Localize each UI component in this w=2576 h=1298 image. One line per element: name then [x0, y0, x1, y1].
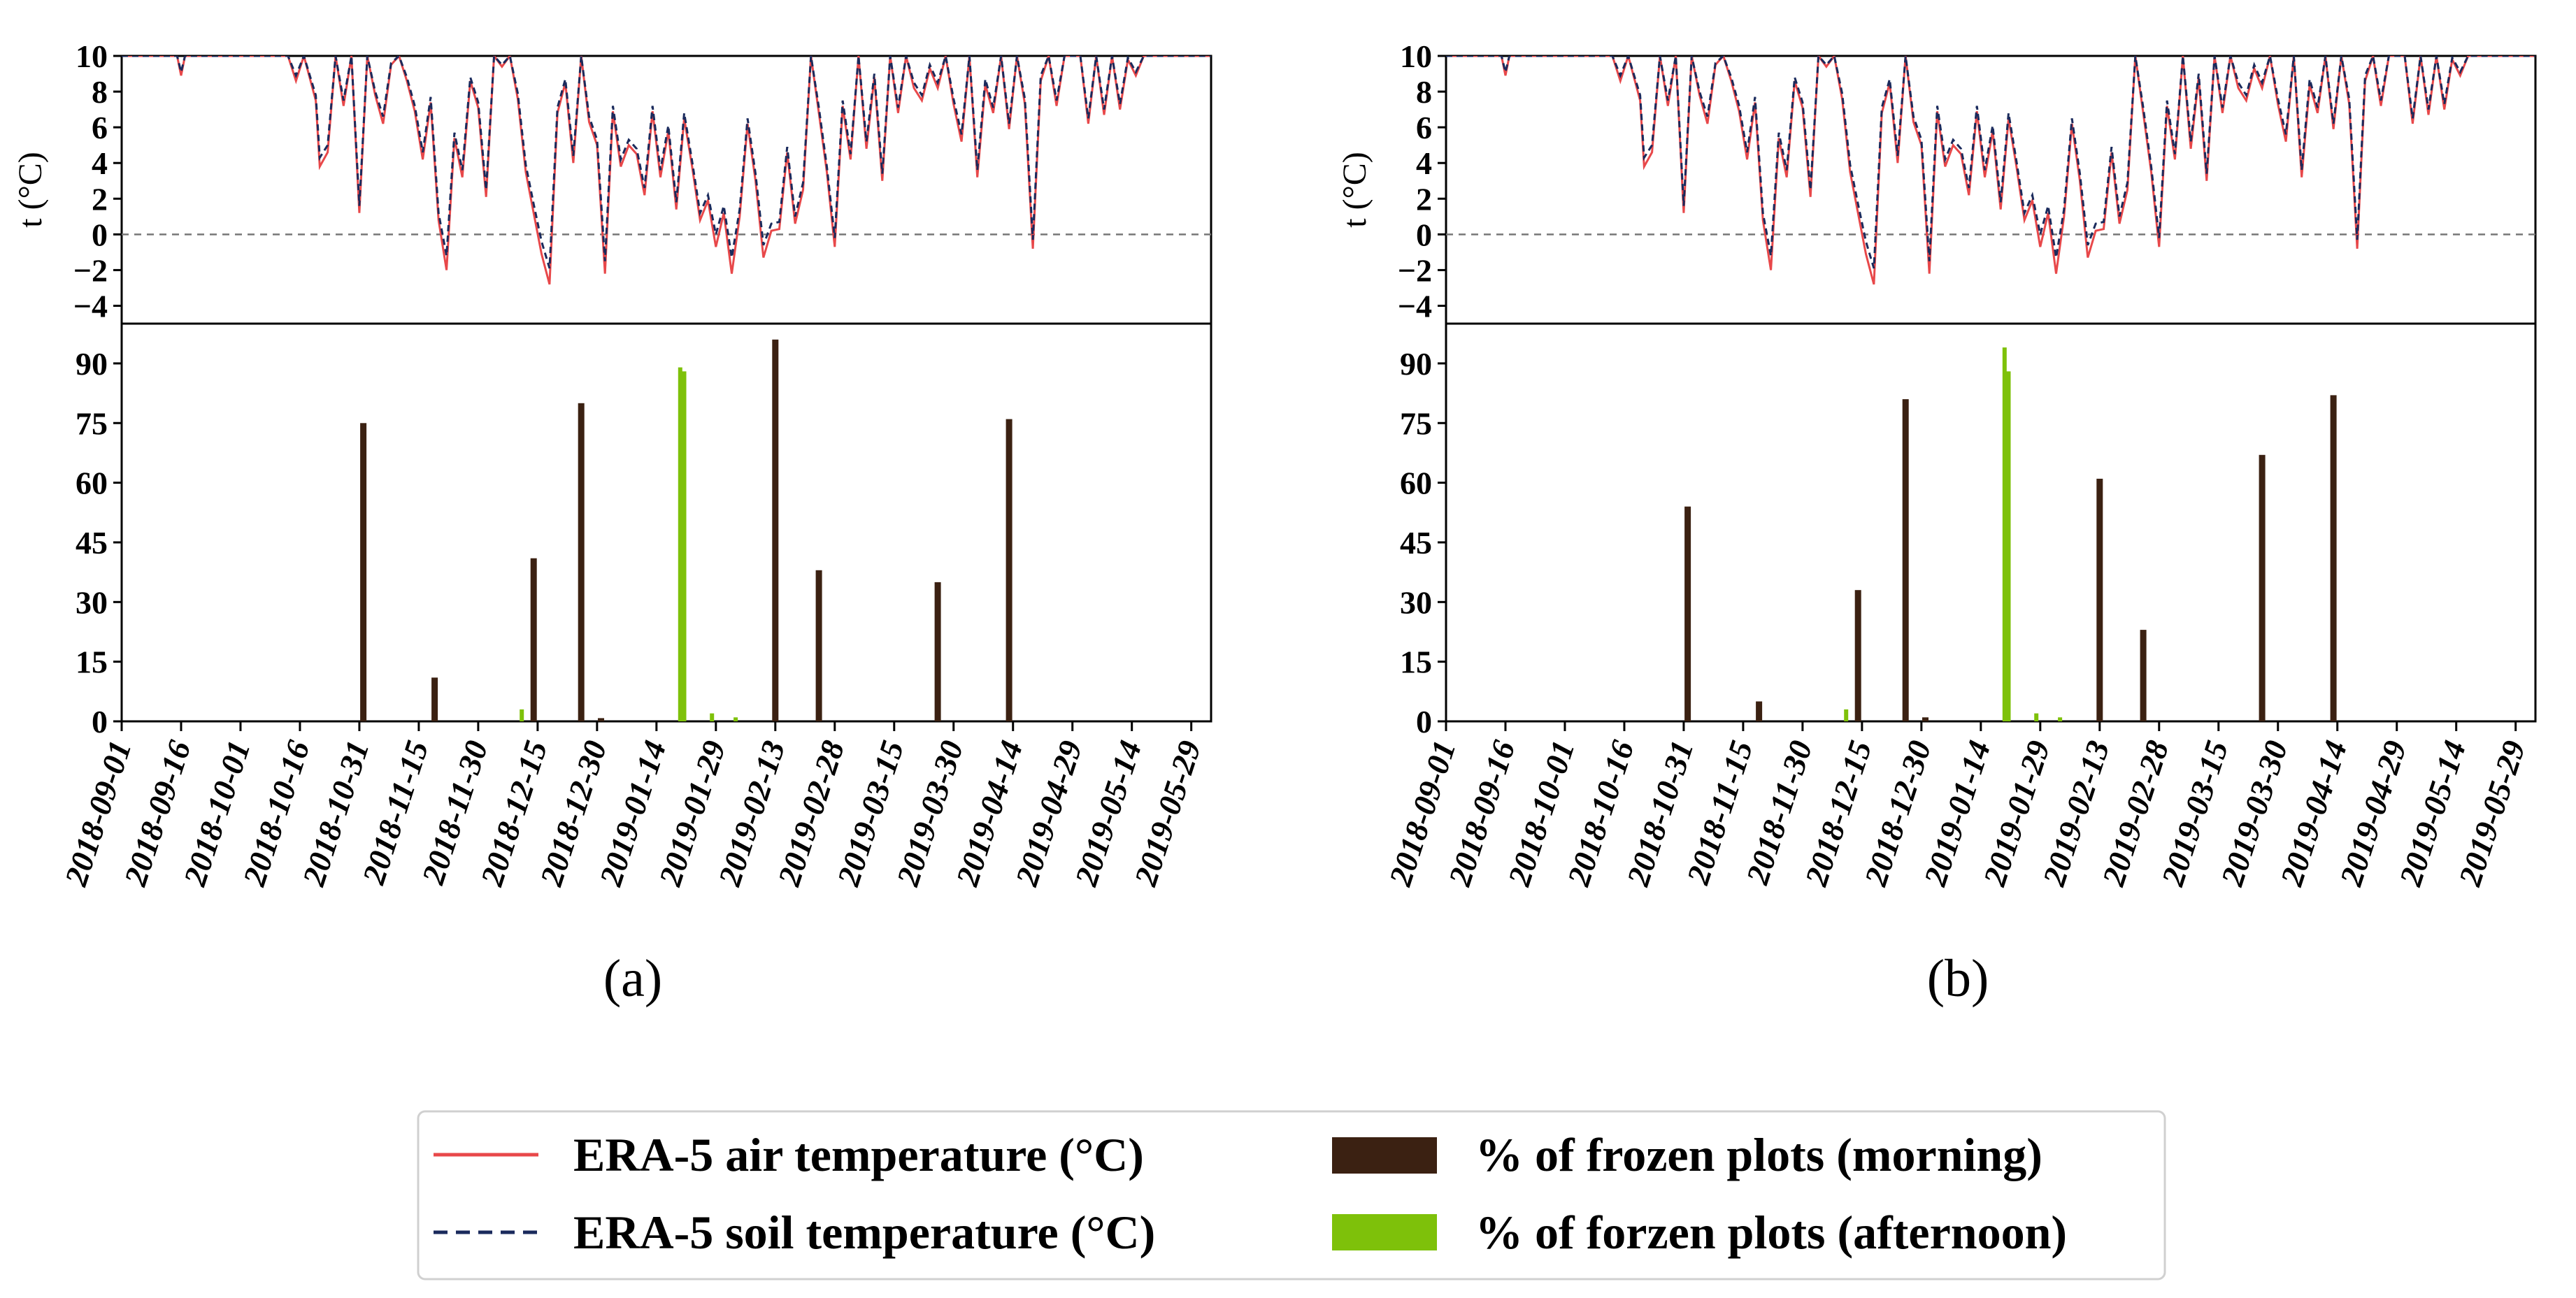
temperature-axis-label: t (°C) [1336, 152, 1373, 228]
bar-y-tick-label: 60 [1400, 466, 1432, 501]
temp-y-tick-label: 0 [92, 217, 108, 252]
temp-y-tick-label: 2 [1416, 181, 1432, 217]
afternoon-frozen-bar [678, 367, 682, 721]
panel-label: (b) [1927, 949, 1989, 1008]
morning-frozen-bar [578, 403, 585, 721]
morning-frozen-bar [2330, 395, 2337, 721]
temp-y-tick-label: 10 [76, 38, 108, 74]
legend-air-label: ERA-5 air temperature (°C) [573, 1128, 1144, 1181]
afternoon-frozen-bar [2034, 713, 2039, 721]
air-temperature-line [122, 56, 1211, 285]
bar-y-tick-label: 30 [1400, 584, 1432, 620]
bar-y-tick-label: 0 [1416, 704, 1432, 740]
temp-y-tick-label: −4 [73, 288, 108, 324]
temp-y-tick-label: −2 [73, 252, 108, 288]
legend-frame [417, 1110, 2166, 1281]
morning-frozen-bar [1006, 419, 1012, 721]
afternoon-frozen-bar [1844, 709, 1849, 721]
afternoon-frozen-bar [734, 717, 738, 721]
morning-frozen-bar [934, 582, 941, 721]
afternoon-frozen-bar [2002, 347, 2007, 722]
bar-y-tick-label: 0 [92, 704, 108, 740]
afternoon-frozen-bar [2006, 371, 2011, 721]
legend-afternoon-swatch [1332, 1214, 1437, 1250]
morning-frozen-bar [1756, 701, 1763, 721]
temp-y-tick-label: 8 [92, 74, 108, 110]
afternoon-frozen-bar [2058, 717, 2063, 721]
bar-y-tick-label: 45 [1400, 525, 1432, 561]
temp-y-tick-label: 10 [1400, 38, 1432, 74]
morning-frozen-bar [1854, 590, 1861, 721]
bar-y-tick-label: 75 [1400, 405, 1432, 441]
morning-frozen-bar [1684, 506, 1691, 721]
temp-y-tick-label: 0 [1416, 217, 1432, 252]
temp-y-tick-label: 4 [1416, 145, 1432, 181]
temp-y-tick-label: 2 [92, 181, 108, 217]
soil-temperature-line [122, 56, 1211, 269]
temp-y-tick-label: −4 [1398, 288, 1432, 324]
temp-y-tick-label: −2 [1398, 252, 1432, 288]
frozen-plots-chart: 01530456075902018-09-012018-09-162018-10… [57, 322, 1212, 890]
temp-y-tick-label: 4 [92, 145, 108, 181]
temp-y-tick-label: 6 [1416, 110, 1432, 145]
temperature-axis-label: t (°C) [12, 152, 49, 228]
afternoon-frozen-bar [682, 371, 687, 721]
temp-y-tick-label: 8 [1416, 74, 1432, 110]
legend-morning-swatch [1332, 1137, 1437, 1174]
bar-plot-frame [120, 322, 1212, 723]
bar-y-tick-label: 90 [1400, 346, 1432, 382]
legend-morning-label: % of frozen plots (morning) [1475, 1128, 2042, 1181]
morning-frozen-bar [530, 558, 537, 721]
bar-y-tick-label: 30 [76, 584, 108, 620]
morning-frozen-bar [2096, 478, 2103, 721]
bar-y-tick-label: 15 [76, 644, 108, 680]
legend-afternoon-label: % of forzen plots (afternoon) [1475, 1206, 2067, 1259]
bar-plot-frame [1445, 322, 2537, 723]
morning-frozen-bar [431, 677, 438, 721]
afternoon-frozen-bar [710, 713, 715, 721]
morning-frozen-bar [1902, 399, 1909, 721]
morning-frozen-bar [1922, 717, 1929, 721]
temperature-plot-frame [120, 55, 1212, 325]
morning-frozen-bar [772, 339, 779, 721]
soil-temperature-line [1446, 56, 2535, 269]
morning-frozen-bar [360, 423, 367, 722]
temp-y-tick-label: 6 [92, 110, 108, 145]
morning-frozen-bar [2140, 630, 2147, 721]
morning-frozen-bar [2259, 454, 2266, 721]
frozen-plots-chart: 01530456075902018-09-012018-09-162018-10… [1382, 322, 2537, 890]
morning-frozen-bar [815, 570, 822, 721]
air-temperature-line [1446, 56, 2535, 285]
temperature-plot-frame [1445, 55, 2537, 325]
bar-y-tick-label: 90 [76, 346, 108, 382]
bar-y-tick-label: 15 [1400, 644, 1432, 680]
panel-label: (a) [603, 949, 662, 1008]
morning-frozen-bar [598, 718, 604, 721]
bar-y-tick-label: 75 [76, 405, 108, 441]
afternoon-frozen-bar [520, 709, 524, 721]
bar-y-tick-label: 45 [76, 525, 108, 561]
legend-soil-label: ERA-5 soil temperature (°C) [573, 1206, 1155, 1259]
bar-y-tick-label: 60 [76, 466, 108, 501]
legend: ERA-5 air temperature (°C) ERA-5 soil te… [417, 1110, 2166, 1281]
